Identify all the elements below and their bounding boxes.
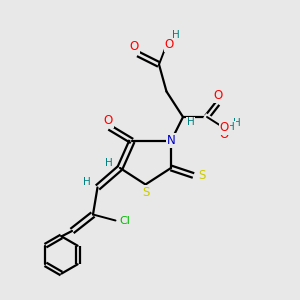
Text: O: O	[220, 121, 229, 134]
Text: O: O	[165, 38, 174, 52]
Text: H: H	[105, 158, 112, 169]
Text: O: O	[220, 128, 229, 141]
Text: S: S	[198, 169, 206, 182]
Text: H: H	[227, 122, 235, 132]
Text: H: H	[233, 118, 241, 128]
Text: O: O	[103, 114, 112, 128]
Text: O: O	[130, 40, 139, 53]
Text: H: H	[172, 29, 180, 40]
Text: O: O	[213, 89, 222, 103]
Text: H: H	[187, 117, 194, 128]
Text: Cl: Cl	[120, 215, 130, 226]
Text: O: O	[213, 88, 222, 102]
Text: H: H	[83, 177, 91, 187]
Text: N: N	[167, 134, 176, 147]
Text: S: S	[142, 186, 149, 200]
